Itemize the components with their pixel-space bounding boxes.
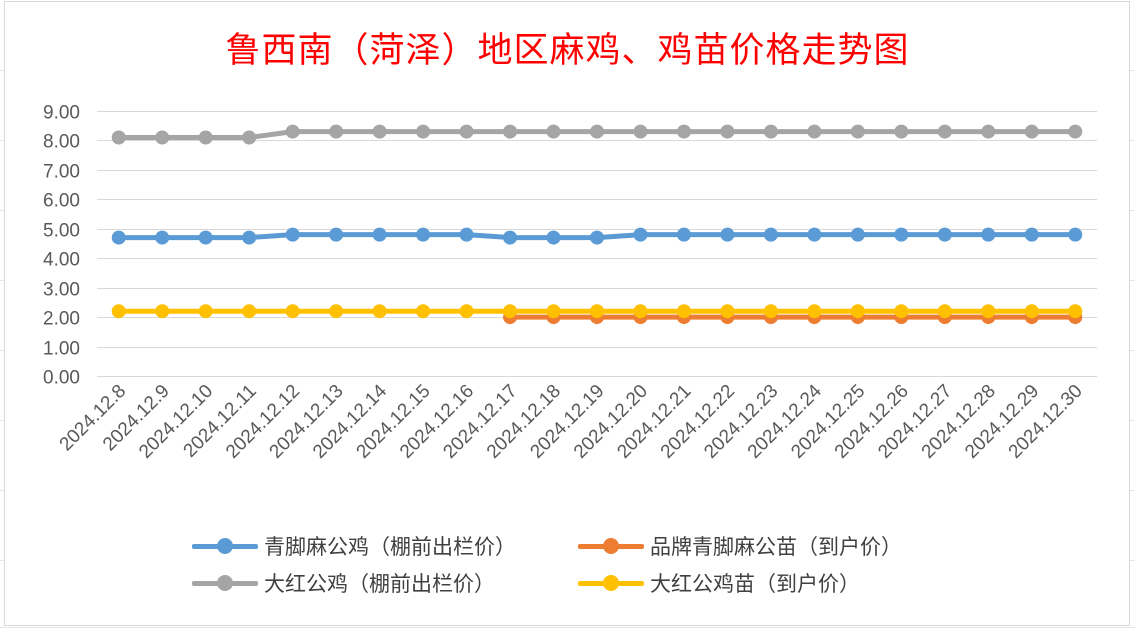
data-point [372, 304, 387, 319]
data-point [633, 227, 648, 242]
data-point [1024, 304, 1039, 319]
series-0 [111, 227, 1083, 245]
data-point [590, 304, 604, 319]
y-tick-label: 6.00 [43, 191, 80, 212]
data-point [633, 304, 648, 319]
y-tick-label: 8.00 [43, 132, 80, 153]
data-point [242, 304, 257, 319]
data-point [720, 227, 735, 242]
data-point [198, 230, 213, 245]
data-point [937, 124, 952, 139]
data-point [807, 227, 822, 242]
y-tick-label: 1.00 [43, 339, 80, 360]
data-point [590, 230, 604, 245]
series-2 [111, 124, 1083, 145]
data-point [850, 227, 865, 242]
data-point [198, 304, 213, 319]
data-point [285, 304, 300, 319]
data-point [242, 130, 257, 145]
data-point [981, 124, 996, 139]
data-point [546, 230, 561, 245]
x-axis-tick-labels: 2024.12.82024.12.92024.12.102024.12.1120… [56, 380, 1087, 462]
y-tick-label: 3.00 [43, 280, 80, 301]
data-point [850, 304, 865, 319]
data-point [676, 124, 691, 139]
data-point [981, 304, 996, 319]
series-3 [111, 304, 1083, 319]
data-point [111, 130, 126, 145]
data-point [155, 130, 170, 145]
data-point [329, 124, 344, 139]
data-point [1024, 227, 1039, 242]
data-point [155, 230, 170, 245]
data-point [1068, 124, 1083, 139]
y-tick-label: 0.00 [43, 368, 80, 389]
data-point [633, 124, 648, 139]
data-point [503, 124, 518, 139]
data-point [416, 227, 431, 242]
data-point [111, 304, 126, 319]
data-point [285, 227, 300, 242]
data-point [937, 227, 952, 242]
chart-title: 鲁西南（菏泽）地区麻鸡、鸡苗价格走势图 [225, 31, 910, 71]
data-point [676, 227, 691, 242]
data-point [763, 227, 778, 242]
data-point [503, 230, 518, 245]
data-point [372, 124, 387, 139]
data-point [459, 124, 474, 139]
data-point [242, 230, 257, 245]
data-point [894, 124, 909, 139]
data-point [416, 124, 431, 139]
data-point [1068, 304, 1083, 319]
data-point [807, 304, 822, 319]
data-point [198, 130, 213, 145]
data-point [763, 304, 778, 319]
data-point [981, 227, 996, 242]
data-point [937, 304, 952, 319]
data-point [459, 304, 474, 319]
data-point [676, 304, 691, 319]
data-point [807, 124, 822, 139]
gridlines [97, 111, 1097, 377]
data-point [416, 304, 431, 319]
data-point [459, 227, 474, 242]
data-point [850, 124, 865, 139]
data-point [590, 124, 604, 139]
data-point [894, 304, 909, 319]
y-tick-label: 9.00 [43, 103, 80, 124]
y-tick-label: 4.00 [43, 250, 80, 271]
series-lines [111, 124, 1083, 325]
data-point [894, 227, 909, 242]
data-point [720, 304, 735, 319]
data-point [1068, 227, 1083, 242]
y-tick-label: 5.00 [43, 221, 80, 242]
data-point [720, 124, 735, 139]
data-point [546, 124, 561, 139]
data-point [329, 227, 344, 242]
data-point [763, 124, 778, 139]
data-point [285, 124, 300, 139]
data-point [372, 227, 387, 242]
data-point [329, 304, 344, 319]
data-point [155, 304, 170, 319]
data-point [1024, 124, 1039, 139]
y-tick-label: 7.00 [43, 162, 80, 183]
data-point [111, 230, 126, 245]
y-tick-label: 2.00 [43, 309, 80, 330]
y-axis-tick-labels: 0.00 1.00 2.00 3.00 4.00 5.00 6.00 7.00 8.00 9.00 [43, 103, 80, 389]
data-point [503, 304, 518, 319]
data-point [546, 304, 561, 319]
